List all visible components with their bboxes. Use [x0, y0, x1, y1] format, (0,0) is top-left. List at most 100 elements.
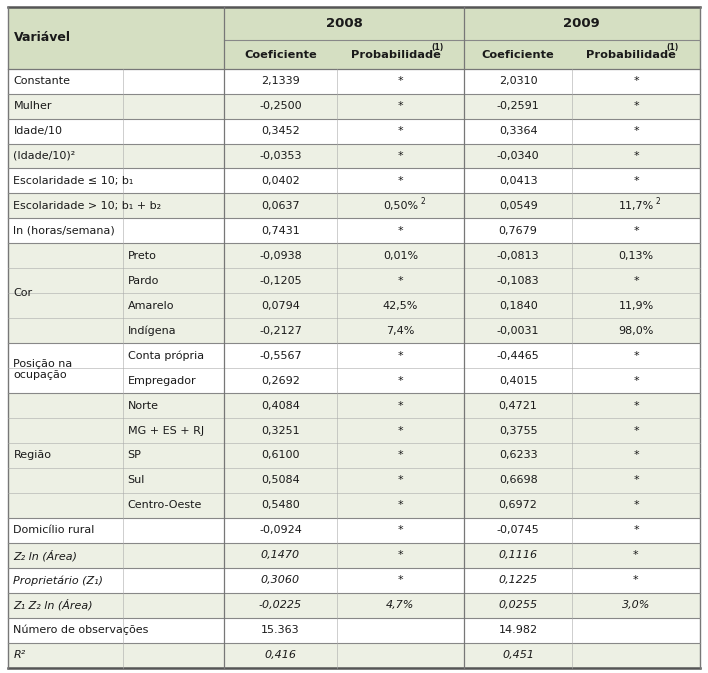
Bar	[8, 7, 224, 69]
Text: ocupação: ocupação	[13, 370, 67, 380]
Text: Norte: Norte	[127, 400, 159, 411]
Text: *: *	[398, 551, 404, 561]
Text: 14.982: 14.982	[498, 625, 538, 635]
Text: 2008: 2008	[326, 17, 362, 30]
Text: -0,4465: -0,4465	[497, 351, 539, 361]
Text: *: *	[633, 151, 639, 161]
Text: *: *	[633, 501, 639, 510]
Bar	[224, 7, 464, 40]
Text: 2,1339: 2,1339	[261, 76, 300, 86]
Text: 98,0%: 98,0%	[618, 326, 653, 336]
Text: Constante: Constante	[13, 76, 71, 86]
Text: 0,5480: 0,5480	[261, 501, 300, 510]
Text: *: *	[398, 400, 404, 411]
Text: 0,7679: 0,7679	[498, 226, 537, 236]
Text: 11,9%: 11,9%	[618, 301, 653, 311]
Text: R²: R²	[13, 650, 25, 660]
Text: 0,451: 0,451	[502, 650, 534, 660]
Bar	[8, 468, 700, 493]
Text: 0,5084: 0,5084	[261, 475, 300, 485]
Bar	[8, 593, 700, 618]
Bar	[8, 393, 700, 418]
Text: Empregador: Empregador	[127, 376, 196, 386]
Text: *: *	[633, 351, 639, 361]
Text: *: *	[633, 551, 639, 561]
Text: Pardo: Pardo	[127, 276, 159, 286]
Bar	[464, 40, 573, 69]
Text: Z₁ Z₂ ln (Área): Z₁ Z₂ ln (Área)	[13, 600, 93, 611]
Text: 0,1116: 0,1116	[498, 551, 538, 561]
Text: *: *	[633, 276, 639, 286]
Text: 0,0413: 0,0413	[499, 176, 537, 186]
Text: 0,3364: 0,3364	[499, 126, 537, 136]
Bar	[8, 418, 700, 443]
Text: *: *	[398, 76, 404, 86]
Text: 0,2692: 0,2692	[261, 376, 300, 386]
Text: 0,4084: 0,4084	[261, 400, 300, 411]
Text: *: *	[398, 501, 404, 510]
Text: 3,0%: 3,0%	[622, 600, 650, 610]
Text: 0,6698: 0,6698	[499, 475, 537, 485]
Bar	[8, 643, 700, 668]
Bar	[8, 269, 700, 293]
Text: -0,0031: -0,0031	[497, 326, 539, 336]
Text: 0,7431: 0,7431	[261, 226, 300, 236]
Text: *: *	[633, 226, 639, 236]
Text: 11,7%: 11,7%	[618, 201, 653, 211]
Text: 0,1470: 0,1470	[261, 551, 300, 561]
Bar	[8, 69, 700, 94]
Text: Centro-Oeste: Centro-Oeste	[127, 501, 202, 510]
Text: *: *	[398, 526, 404, 535]
Text: Mulher: Mulher	[13, 101, 52, 111]
Bar	[8, 219, 700, 244]
Text: Idade/10: Idade/10	[13, 126, 62, 136]
Text: 2: 2	[656, 197, 661, 207]
Text: *: *	[633, 76, 639, 86]
Text: 0,3755: 0,3755	[499, 425, 537, 435]
Text: -0,1083: -0,1083	[497, 276, 539, 286]
Bar	[8, 543, 700, 568]
Text: *: *	[398, 425, 404, 435]
Text: Conta própria: Conta própria	[127, 351, 204, 361]
Text: -0,0938: -0,0938	[259, 251, 302, 261]
Bar	[8, 244, 700, 269]
Text: 0,13%: 0,13%	[618, 251, 653, 261]
Text: Coeficiente: Coeficiente	[244, 50, 317, 59]
Text: Z₂ ln (Área): Z₂ ln (Área)	[13, 550, 77, 561]
Bar	[224, 40, 337, 69]
Text: -0,0813: -0,0813	[497, 251, 539, 261]
Text: *: *	[633, 176, 639, 186]
Text: 0,6233: 0,6233	[499, 450, 537, 460]
Text: *: *	[633, 376, 639, 386]
Bar	[8, 293, 700, 318]
Text: -0,0353: -0,0353	[259, 151, 302, 161]
Bar	[8, 443, 700, 468]
Text: 0,01%: 0,01%	[383, 251, 418, 261]
Text: Cor: Cor	[13, 288, 33, 298]
Text: *: *	[633, 526, 639, 535]
Text: *: *	[398, 575, 404, 586]
Bar	[573, 40, 700, 69]
Text: 0,1840: 0,1840	[499, 301, 537, 311]
Text: 42,5%: 42,5%	[383, 301, 418, 311]
Text: 2: 2	[421, 197, 425, 207]
Text: (Idade/10)²: (Idade/10)²	[13, 151, 76, 161]
Text: *: *	[398, 126, 404, 136]
Text: 0,3452: 0,3452	[261, 126, 300, 136]
Text: Probabilidade: Probabilidade	[586, 50, 676, 59]
Text: 0,50%: 0,50%	[383, 201, 418, 211]
Bar	[8, 368, 700, 393]
Text: 0,0402: 0,0402	[261, 176, 300, 186]
Bar	[8, 168, 700, 193]
Text: *: *	[633, 101, 639, 111]
Text: 2009: 2009	[564, 17, 600, 30]
Text: -0,0340: -0,0340	[497, 151, 539, 161]
Text: Região: Região	[13, 450, 52, 460]
Text: 7,4%: 7,4%	[386, 326, 415, 336]
Text: (1): (1)	[431, 43, 443, 52]
Text: Posição na: Posição na	[13, 359, 73, 369]
Text: Domicílio rural: Domicílio rural	[13, 526, 95, 535]
Text: *: *	[398, 226, 404, 236]
Text: 0,6972: 0,6972	[498, 501, 537, 510]
Text: *: *	[633, 575, 639, 586]
